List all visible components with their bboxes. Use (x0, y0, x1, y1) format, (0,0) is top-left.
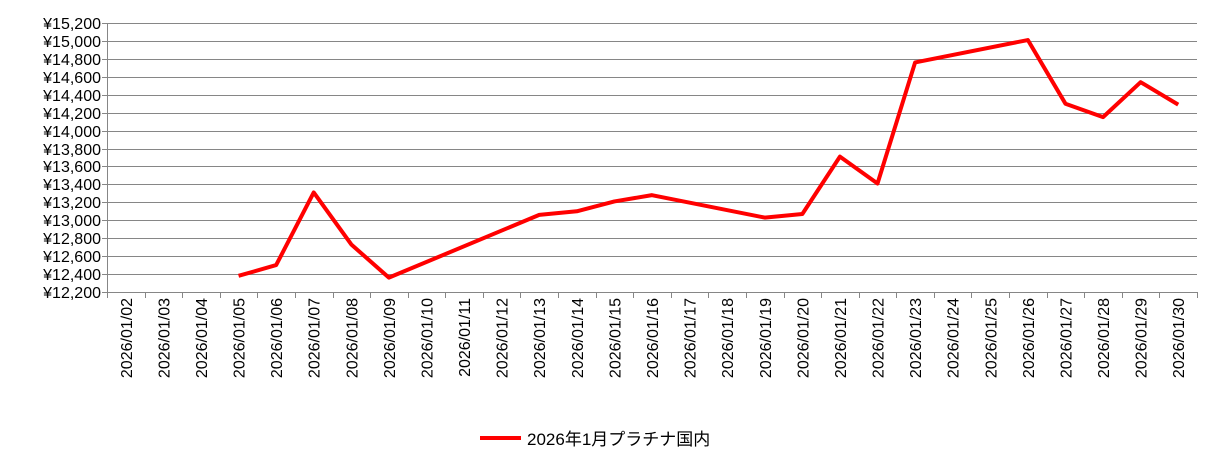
x-tick-label: 2026/01/05 (232, 298, 249, 378)
x-tick-label: 2026/01/21 (833, 298, 850, 378)
legend: 2026年1月プラチナ国内 (480, 430, 710, 449)
y-tick-label: ¥14,200 (42, 106, 101, 123)
y-axis: ¥12,200¥12,400¥12,600¥12,800¥13,000¥13,2… (42, 16, 107, 302)
y-tick-label: ¥15,200 (42, 16, 101, 33)
x-tick-label: 2026/01/22 (871, 298, 888, 378)
y-tick-label: ¥12,600 (42, 249, 101, 266)
y-tick-label: ¥13,000 (42, 213, 101, 230)
x-tick-label: 2026/01/10 (419, 298, 436, 378)
y-tick-label: ¥14,400 (42, 88, 101, 105)
y-tick-label: ¥12,200 (42, 285, 101, 302)
x-tick-label: 2026/01/29 (1134, 298, 1151, 378)
x-tick-label: 2026/01/02 (119, 298, 136, 378)
x-tick-label: 2026/01/23 (908, 298, 925, 378)
y-tick-label: ¥14,800 (42, 52, 101, 69)
x-tick-label: 2026/01/03 (156, 298, 173, 378)
y-tick-label: ¥13,200 (42, 195, 101, 212)
y-tick-label: ¥13,400 (42, 177, 101, 194)
x-tick-label: 2026/01/16 (645, 298, 662, 378)
legend-label: 2026年1月プラチナ国内 (527, 430, 710, 449)
y-tick-label: ¥13,800 (42, 142, 101, 159)
x-tick-label: 2026/01/13 (532, 298, 549, 378)
x-tick-label: 2026/01/11 (457, 298, 474, 377)
x-tick-label: 2026/01/09 (382, 298, 399, 378)
x-tick-label: 2026/01/27 (1058, 298, 1075, 378)
gridlines (107, 24, 1197, 293)
x-tick-label: 2026/01/06 (269, 298, 286, 378)
x-tick-label: 2026/01/08 (344, 298, 361, 378)
y-tick-label: ¥14,600 (42, 70, 101, 87)
x-tick-label: 2026/01/30 (1171, 298, 1188, 378)
x-tick-label: 2026/01/19 (758, 298, 775, 378)
x-tick-label: 2026/01/12 (495, 298, 512, 378)
x-tick-label: 2026/01/04 (194, 298, 211, 378)
y-tick-label: ¥12,800 (42, 231, 101, 248)
series-layer (238, 40, 1178, 278)
y-tick-label: ¥13,600 (42, 159, 101, 176)
x-tick-label: 2026/01/07 (307, 298, 324, 378)
x-tick-label: 2026/01/20 (795, 298, 812, 378)
x-tick-label: 2026/01/28 (1096, 298, 1113, 378)
x-axis: 2026/01/02 2026/01/03 2026/01/04 2026/01/05… (108, 292, 1198, 378)
series-line (239, 40, 1179, 278)
x-tick-label: 2026/01/24 (946, 298, 963, 378)
x-tick-label: 2026/01/18 (720, 298, 737, 378)
x-tick-label: 2026/01/17 (683, 298, 700, 378)
x-tick-label: 2026/01/25 (983, 298, 1000, 378)
y-tick-label: ¥12,400 (42, 267, 101, 284)
y-tick-label: ¥14,000 (42, 124, 101, 141)
x-tick-label: 2026/01/26 (1021, 298, 1038, 378)
x-tick-label: 2026/01/14 (570, 298, 587, 378)
y-tick-label: ¥15,000 (42, 34, 101, 51)
x-tick-label: 2026/01/15 (607, 298, 624, 378)
